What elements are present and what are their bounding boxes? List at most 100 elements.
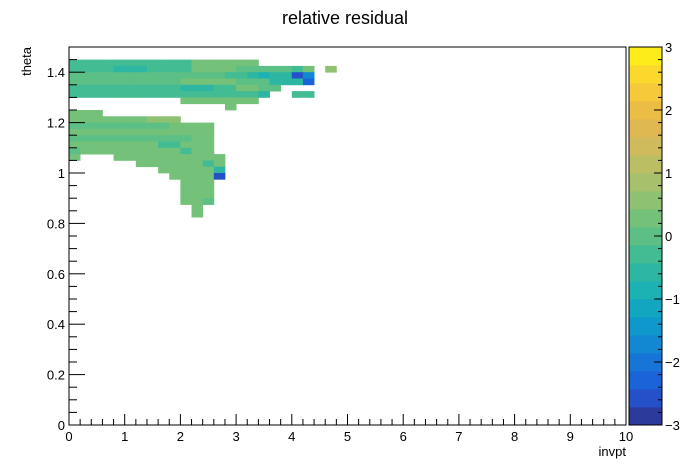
heatmap-cell-50 [180,72,192,79]
heatmap-cell-121 [291,91,304,98]
heatmap-cell-68 [135,78,148,86]
heatmap-cell-251 [191,204,204,212]
heatmap-cell-53 [213,72,226,79]
heatmap-cell-172 [91,135,103,142]
heatmap-cell-117 [224,91,237,98]
colorbar-tick-label: −1 [665,292,680,307]
heatmap-cell-7 [146,59,159,67]
heatmap-cell-231 [191,166,204,174]
heatmap-cell-239 [180,179,192,186]
colorbar-tick-label: 0 [665,229,672,244]
heatmap-cell-91 [146,84,159,92]
heatmap-cell-204 [158,147,170,155]
colorbar-segment [629,83,662,102]
heatmap-cell-230 [180,166,192,174]
heatmap-cell-210 [113,154,126,161]
heatmap-cell-108 [124,91,137,98]
heatmap-cell-31 [224,65,237,73]
heatmap-cell-13 [213,59,226,67]
heatmap-cell-81 [280,78,293,86]
heatmap-cell-54 [224,72,237,79]
colorbar-segment [629,371,662,390]
heatmap-cell-168 [191,128,204,136]
colorbar-segment [629,245,662,264]
heatmap-cell-153 [169,122,181,130]
heatmap-cell-144 [69,122,81,130]
heatmap-cell-160 [102,128,114,136]
colorbar-segment [629,209,662,228]
heatmap-cell-228 [158,166,170,174]
heatmap-cell-2 [91,59,103,67]
heatmap-cell-249 [191,198,204,205]
heatmap-cell-40 [69,72,81,79]
heatmap-cell-10 [180,59,192,67]
colorbar-segment [629,317,662,336]
heatmap-cell-85 [80,84,92,92]
heatmap-cell-248 [180,198,192,205]
heatmap-cell-243 [191,185,204,193]
heatmap-cell-148 [113,122,126,130]
heatmap-cell-43 [102,72,114,79]
heatmap-cell-33 [247,65,259,73]
heatmap-cell-39 [325,65,337,73]
heatmap-cell-83 [302,78,315,86]
heatmap-cell-151 [146,122,159,130]
heatmap-cell-11 [191,59,204,67]
heatmap-cell-181 [191,135,204,142]
heatmap-cell-16 [247,59,259,67]
heatmap-cell-211 [124,154,137,161]
heatmap-cell-236 [191,173,204,180]
heatmap-cell-34 [258,65,270,73]
heatmap-cell-235 [180,173,192,180]
heatmap-cell-179 [169,135,181,142]
heatmap-cell-90 [135,84,148,92]
heatmap-cell-35 [269,65,282,73]
y-tick-label: 0.2 [47,368,65,383]
heatmap-cell-218 [202,154,215,161]
heatmap-cell-95 [191,84,204,92]
color-scale-bar: −3 −2 −1 0 1 2 3 [628,40,680,433]
x-tick-label: 5 [344,429,351,444]
colorbar-segment [629,299,662,318]
heatmap-cell-48 [158,72,170,79]
heatmap-cell-69 [146,78,159,86]
heatmap-cell-190 [146,141,159,149]
x-tick-label: 8 [511,429,518,444]
heatmap-cell-8 [158,59,170,67]
heatmap-cell-229 [169,166,181,174]
heatmap-cell-56 [247,72,259,79]
heatmap-cell-19 [91,65,103,73]
heatmap-cell-143 [169,116,181,123]
heatmap-cell-186 [102,141,114,149]
heatmap-cell-75 [213,78,226,86]
colorbar-segment [629,155,662,174]
heatmap-cell-58 [269,72,282,79]
heatmap-cell-246 [191,191,204,199]
heatmap-cell-192 [169,141,181,149]
colorbar-segment [629,353,662,372]
heatmap-cell-93 [169,84,181,92]
heatmap-cell-206 [180,147,192,155]
x-axis-ticks: 0 1 2 3 4 5 6 7 8 9 10 [65,414,633,444]
heatmap-cell-138 [113,116,126,123]
heatmap-cell-174 [113,135,126,142]
heatmap-cell-164 [146,128,159,136]
heatmap-cell-140 [135,116,148,123]
heatmap-cell-77 [236,78,248,86]
heatmap-cell-78 [247,78,259,86]
heatmap-cell-154 [180,122,192,130]
colorbar-tick-label: −2 [665,355,680,370]
y-tick-label: 1 [58,166,65,181]
heatmap-cell-205 [169,147,181,155]
heatmap-cell-46 [135,72,148,79]
heatmap-cell-4 [113,59,126,67]
heatmap-cell-27 [180,65,192,73]
heatmap-cell-169 [202,128,215,136]
y-axis-ticks: 0 0.2 0.4 0.6 0.8 1 1.2 1.4 [47,46,85,433]
x-tick-label: 4 [288,429,295,444]
heatmap-cell-37 [291,65,304,73]
heatmap-cell-171 [80,135,92,142]
heatmap-cell-200 [113,147,126,155]
heatmap-cell-142 [158,116,170,123]
